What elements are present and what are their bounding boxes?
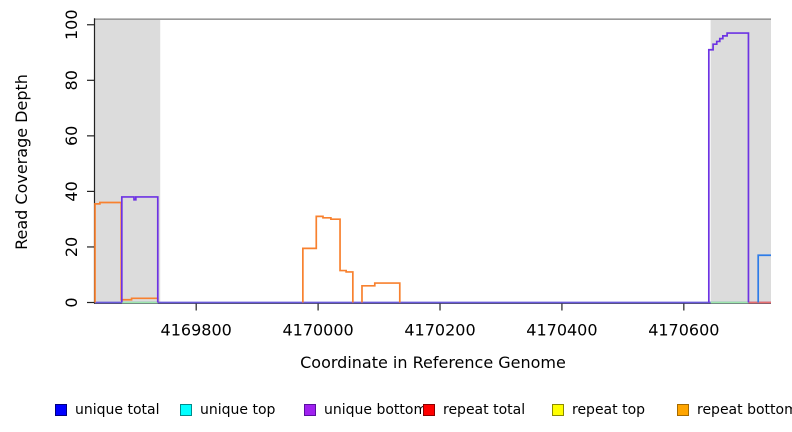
- repeat-top-swatch-icon: [552, 404, 564, 416]
- legend-item-unique-top: unique top: [180, 400, 275, 420]
- x-tick-label: 4170000: [282, 321, 353, 340]
- coverage-step-trace: [120, 196, 159, 303]
- legend-label: repeat total: [443, 402, 526, 418]
- repeat-total-swatch-icon: [423, 404, 435, 416]
- repeat-mask-bands: [95, 19, 771, 304]
- x-axis-title: Coordinate in Reference Genome: [300, 353, 566, 372]
- legend-item-unique-bottom: unique bottom: [304, 400, 427, 420]
- coverage-step-trace: [361, 282, 401, 303]
- coverage-step-trace: [302, 215, 354, 303]
- unique-bottom-swatch-icon: [304, 404, 316, 416]
- y-tick-label: 100: [62, 9, 81, 40]
- y-tick-label: 80: [62, 70, 81, 90]
- repeat-mask-band: [95, 19, 161, 304]
- legend: unique total unique top unique bottom re…: [0, 400, 792, 424]
- legend-label: repeat top: [572, 402, 646, 418]
- coverage-step-trace: [757, 254, 771, 303]
- x-tick-label: 4170400: [526, 321, 597, 340]
- y-tick-label: 40: [62, 181, 81, 201]
- x-tick-label: 4170600: [648, 321, 719, 340]
- axes: [87, 18, 771, 311]
- tick-labels: 4169800 4170000 4170200 4170400 4170600 0 20 40…: [62, 9, 719, 339]
- unique-top-swatch-icon: [180, 404, 192, 416]
- repeat-bottom-swatch-icon: [677, 404, 689, 416]
- legend-item-repeat-total: repeat total: [423, 400, 525, 420]
- legend-label: repeat bottom: [697, 402, 792, 418]
- coverage-traces: [94, 32, 771, 304]
- y-axis-title: Read Coverage Depth: [12, 74, 31, 250]
- y-tick-label: 20: [62, 237, 81, 257]
- legend-item-repeat-top: repeat top: [552, 400, 645, 420]
- legend-item-unique-total: unique total: [55, 400, 159, 420]
- legend-item-repeat-bottom: repeat bottom: [677, 400, 792, 420]
- y-tick-label: 60: [62, 126, 81, 146]
- repeat-mask-band: [710, 19, 771, 304]
- y-tick-label: 0: [62, 297, 81, 307]
- x-tick-label: 4170200: [404, 321, 475, 340]
- legend-label: unique total: [75, 402, 160, 418]
- legend-label: unique bottom: [324, 402, 428, 418]
- unique-total-swatch-icon: [55, 404, 67, 416]
- legend-label: unique top: [200, 402, 276, 418]
- coverage-step-trace: [707, 32, 750, 303]
- x-tick-label: 4169800: [161, 321, 232, 340]
